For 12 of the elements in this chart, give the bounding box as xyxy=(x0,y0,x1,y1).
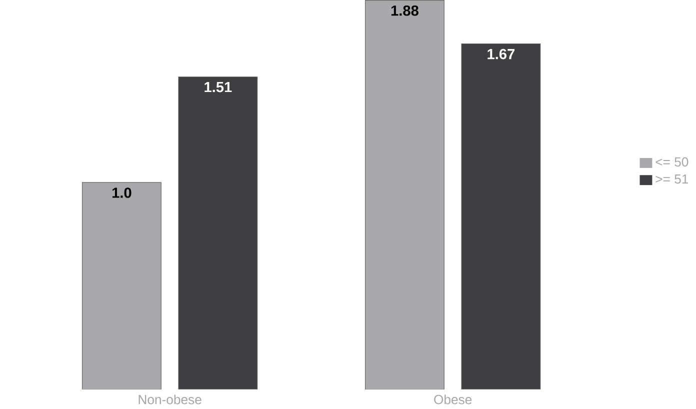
x-tick-label: Obese xyxy=(434,394,472,404)
bar xyxy=(178,76,258,390)
bar xyxy=(364,0,444,390)
bar xyxy=(461,43,541,390)
legend-label: <= 50 xyxy=(656,157,688,167)
data-label: 1.51 xyxy=(204,82,232,92)
data-label: 1.88 xyxy=(391,5,418,16)
data-label: 1.67 xyxy=(488,48,514,60)
legend-label: >= 51 xyxy=(656,174,688,184)
x-tick-label: Non-obese xyxy=(138,394,202,404)
bar xyxy=(82,182,162,390)
data-label: 1.0 xyxy=(112,188,132,198)
